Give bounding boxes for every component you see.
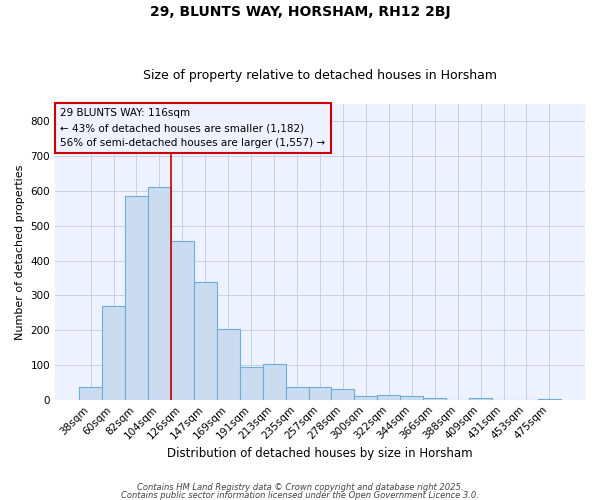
Bar	[355, 396, 377, 400]
Text: 29, BLUNTS WAY, HORSHAM, RH12 2BJ: 29, BLUNTS WAY, HORSHAM, RH12 2BJ	[149, 5, 451, 19]
Bar	[469, 398, 492, 400]
Y-axis label: Number of detached properties: Number of detached properties	[15, 164, 25, 340]
Title: Size of property relative to detached houses in Horsham: Size of property relative to detached ho…	[143, 69, 497, 82]
Bar	[194, 282, 217, 400]
X-axis label: Distribution of detached houses by size in Horsham: Distribution of detached houses by size …	[167, 447, 473, 460]
Bar	[331, 388, 355, 400]
Bar	[102, 306, 125, 400]
Bar	[423, 398, 446, 400]
Bar	[125, 196, 148, 400]
Text: Contains public sector information licensed under the Open Government Licence 3.: Contains public sector information licen…	[121, 490, 479, 500]
Text: 29 BLUNTS WAY: 116sqm
← 43% of detached houses are smaller (1,182)
56% of semi-d: 29 BLUNTS WAY: 116sqm ← 43% of detached …	[61, 108, 325, 148]
Text: Contains HM Land Registry data © Crown copyright and database right 2025.: Contains HM Land Registry data © Crown c…	[137, 484, 463, 492]
Bar	[79, 387, 102, 400]
Bar	[217, 330, 240, 400]
Bar	[148, 188, 171, 400]
Bar	[263, 364, 286, 400]
Bar	[308, 387, 331, 400]
Bar	[240, 368, 263, 400]
Bar	[377, 395, 400, 400]
Bar	[400, 396, 423, 400]
Bar	[286, 387, 308, 400]
Bar	[538, 398, 561, 400]
Bar	[171, 240, 194, 400]
